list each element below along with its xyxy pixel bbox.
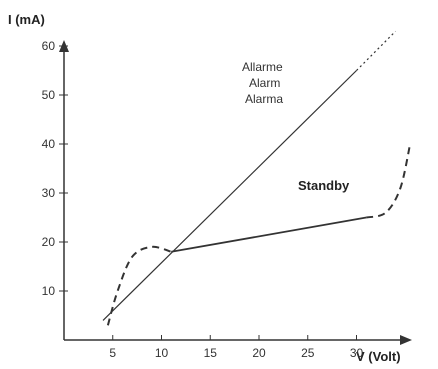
y-tick-label: 30 [42, 186, 56, 200]
y-ticks: 10 20 30 40 50 60 [42, 39, 68, 298]
y-tick-label: 40 [42, 137, 56, 151]
series-line-standby-high-high [366, 143, 412, 219]
series-line-standby [171, 216, 367, 253]
y-tick-label: 10 [42, 284, 56, 298]
x-tick-label: 15 [204, 346, 218, 360]
y-tick-label: 50 [42, 88, 56, 102]
x-tick-label: 25 [301, 346, 315, 360]
y-axis-label: I (mA) [8, 12, 45, 27]
standby-label: Standby [298, 178, 350, 193]
series-line-standby-low-low [106, 245, 172, 326]
x-tick-label: 10 [155, 346, 169, 360]
series-layer [102, 30, 412, 326]
series-line-allarme [102, 70, 357, 321]
x-tick-label: 20 [252, 346, 266, 360]
x-tick-label: 5 [109, 346, 116, 360]
alarm-label-line-2: Alarm [249, 76, 280, 90]
x-ticks: 5 10 15 20 25 30 [109, 335, 363, 360]
y-tick-label: 20 [42, 235, 56, 249]
y-tick-label: 60 [42, 39, 56, 53]
series-line-allarme-extrapolated-extrapolated [356, 30, 396, 71]
alarm-label-line-3: Alarma [245, 92, 283, 106]
alarm-label-line-1: Allarme [242, 60, 283, 74]
x-axis-label: V (Volt) [356, 349, 401, 364]
x-tick-label: 30 [350, 346, 364, 360]
x-axis-arrow [400, 335, 412, 345]
